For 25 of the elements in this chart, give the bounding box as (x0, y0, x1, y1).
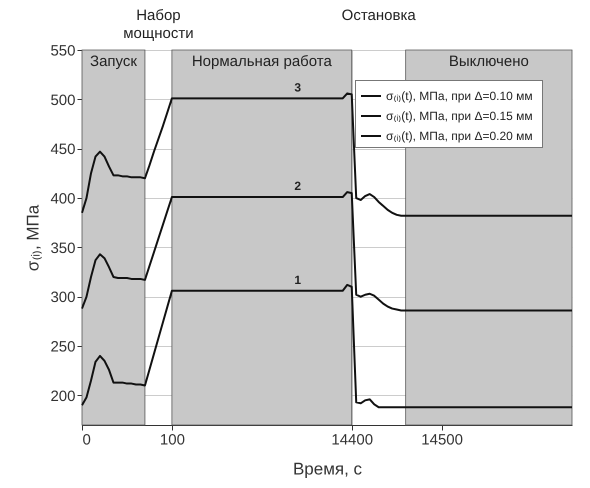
x-tick-label: 0 (82, 432, 91, 448)
annotation: 1 (294, 272, 302, 287)
annotation: Выключено (448, 53, 529, 70)
x-axis-title: Время, с (292, 460, 363, 478)
legend-label: σ₍ᵢ₎(t), МПа, при Δ=0.20 мм (386, 129, 533, 143)
y-tick-label: 500 (50, 92, 76, 109)
y-axis-title: σ₍ᵢ₎, МПа (23, 204, 42, 272)
x-tick-label: 14400 (331, 432, 374, 448)
y-tick-label: 350 (50, 240, 76, 257)
y-tick-label: 300 (50, 289, 76, 306)
annotation: Запуск (90, 53, 138, 70)
text: Набор мощности (123, 7, 194, 42)
y-tick-label: 450 (50, 141, 76, 158)
text: Остановка (342, 7, 416, 24)
y-tick-label: 400 (50, 190, 76, 208)
y-tick-label: 200 (50, 388, 76, 405)
annotation: Нормальная работа (192, 53, 332, 70)
x-tick-label: 14500 (421, 432, 463, 448)
legend-label: σ₍ᵢ₎(t), МПа, при Δ=0.15 мм (386, 109, 533, 123)
x-tick-label: 100 (160, 432, 185, 448)
annotation: 2 (294, 179, 302, 194)
annotation: 3 (294, 80, 302, 94)
legend-label: σ₍ᵢ₎(t), МПа, при Δ=0.10 мм (386, 89, 533, 103)
y-tick-label: 550 (50, 42, 76, 60)
y-tick-label: 250 (50, 338, 76, 356)
